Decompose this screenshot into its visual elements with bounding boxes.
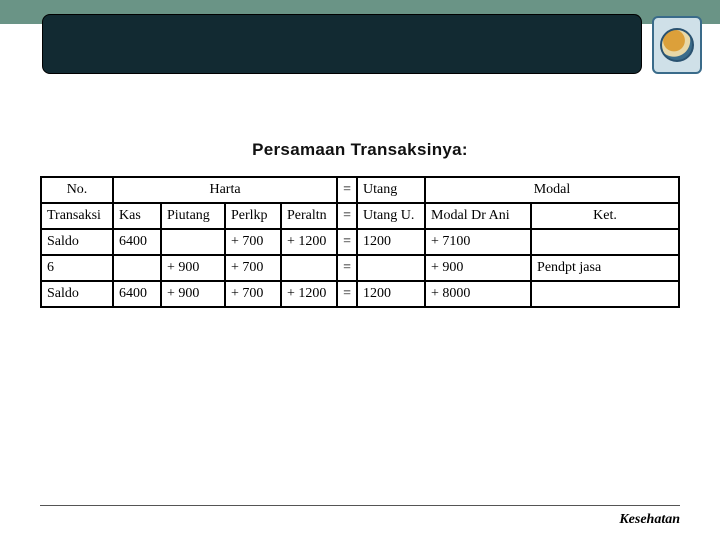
- col-modal: Modal: [425, 177, 679, 203]
- cell: + 700: [225, 255, 281, 281]
- col-transaksi: Transaksi: [41, 203, 113, 229]
- cell: [357, 255, 425, 281]
- col-eq: =: [337, 177, 357, 203]
- table-header-row-1: No. Harta = Utang Modal: [41, 177, 679, 203]
- cell: + 8000: [425, 281, 531, 307]
- logo-emblem-icon: [660, 28, 694, 62]
- cell: Saldo: [41, 281, 113, 307]
- cell: [281, 255, 337, 281]
- transaction-table: No. Harta = Utang Modal Transaksi Kas Pi…: [40, 176, 680, 308]
- cell: + 900: [425, 255, 531, 281]
- cell: =: [337, 229, 357, 255]
- cell: + 700: [225, 281, 281, 307]
- cell: 6400: [113, 281, 161, 307]
- table-header-row-2: Transaksi Kas Piutang Perlkp Peraltn = U…: [41, 203, 679, 229]
- cell: 1200: [357, 281, 425, 307]
- table-row: Saldo 6400 + 900 + 700 + 1200 = 1200 + 8…: [41, 281, 679, 307]
- cell: 6400: [113, 229, 161, 255]
- cell: Saldo: [41, 229, 113, 255]
- cell: [161, 229, 225, 255]
- col-utangu: Utang U.: [357, 203, 425, 229]
- cell: 1200: [357, 229, 425, 255]
- cell: [113, 255, 161, 281]
- logo-badge: [652, 16, 702, 74]
- col-perlkp: Perlkp: [225, 203, 281, 229]
- page-title: Persamaan Transaksinya:: [0, 140, 720, 160]
- col-no: No.: [41, 177, 113, 203]
- cell: + 900: [161, 281, 225, 307]
- col-eq2: =: [337, 203, 357, 229]
- footer-divider: [40, 505, 680, 506]
- table-row: 6 + 900 + 700 = + 900 Pendpt jasa: [41, 255, 679, 281]
- cell: 6: [41, 255, 113, 281]
- cell: Pendpt jasa: [531, 255, 679, 281]
- col-peraltn: Peraltn: [281, 203, 337, 229]
- col-harta: Harta: [113, 177, 337, 203]
- cell: + 900: [161, 255, 225, 281]
- table-row: Saldo 6400 + 700 + 1200 = 1200 + 7100: [41, 229, 679, 255]
- col-utang: Utang: [357, 177, 425, 203]
- cell: =: [337, 255, 357, 281]
- header-box: [42, 14, 642, 74]
- footer-text: Kesehatan: [619, 512, 680, 528]
- cell: + 1200: [281, 281, 337, 307]
- cell: [531, 229, 679, 255]
- col-ket: Ket.: [531, 203, 679, 229]
- col-modaldr: Modal Dr Ani: [425, 203, 531, 229]
- col-piutang: Piutang: [161, 203, 225, 229]
- cell: + 7100: [425, 229, 531, 255]
- cell: + 1200: [281, 229, 337, 255]
- cell: =: [337, 281, 357, 307]
- cell: [531, 281, 679, 307]
- cell: + 700: [225, 229, 281, 255]
- col-kas: Kas: [113, 203, 161, 229]
